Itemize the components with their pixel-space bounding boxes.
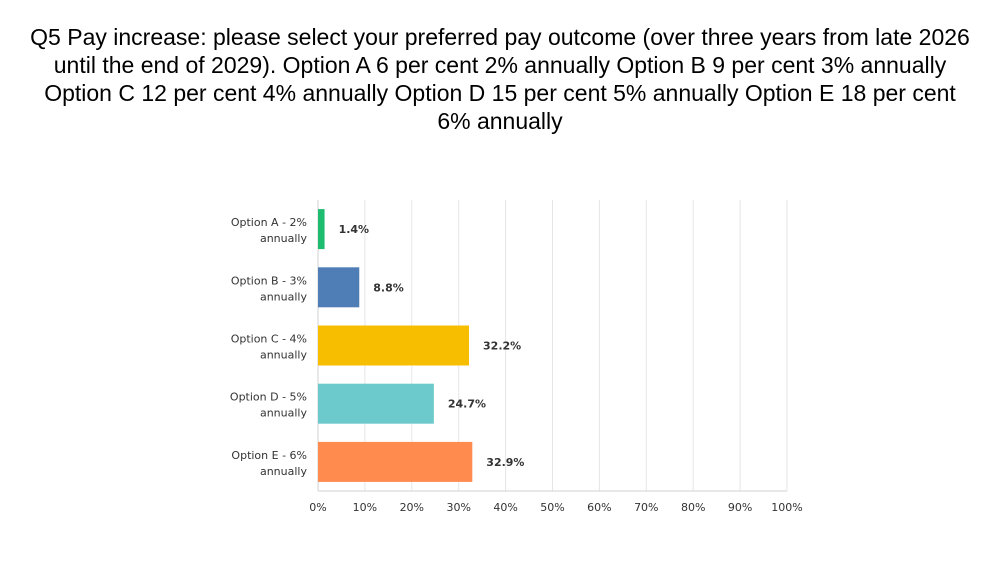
x-tick-label: 0% [309, 501, 326, 514]
chart-title-line: Option C 12 per cent 4% annually Option … [44, 80, 956, 106]
category-label: Option E - 6% annually [231, 449, 307, 478]
x-tick-label: 60% [587, 501, 611, 514]
x-tick-label: 90% [728, 501, 752, 514]
data-label: 1.4% [339, 223, 370, 236]
bar [318, 441, 473, 482]
data-label: 32.2% [483, 340, 521, 353]
chart-title: Q5 Pay increase: please select your pref… [0, 23, 1000, 135]
bar [318, 325, 470, 366]
chart-title-line: until the end of 2029). Option A 6 per c… [53, 52, 947, 78]
category-label: Option D - 5% annually [230, 391, 308, 420]
x-tick-label: 100% [771, 501, 802, 514]
data-label: 8.8% [373, 281, 404, 294]
x-tick-label: 30% [446, 501, 470, 514]
x-tick-label: 50% [540, 501, 564, 514]
x-tick-label: 70% [634, 501, 658, 514]
bar [318, 383, 434, 424]
data-label: 32.9% [486, 456, 524, 469]
x-tick-label: 80% [681, 501, 705, 514]
category-label: Option A - 2% annually [231, 216, 308, 245]
x-tick-label: 40% [493, 501, 517, 514]
data-label: 24.7% [448, 398, 486, 411]
bar [318, 267, 360, 308]
x-tick-label: 20% [400, 501, 424, 514]
chart-title-line: 6% annually [437, 108, 563, 134]
bar [318, 209, 325, 250]
category-label: Option C - 4% annually [231, 333, 308, 362]
x-tick-label: 10% [353, 501, 377, 514]
category-label: Option B - 3% annually [231, 274, 308, 303]
chart-title-line: Q5 Pay increase: please select your pref… [30, 24, 970, 50]
